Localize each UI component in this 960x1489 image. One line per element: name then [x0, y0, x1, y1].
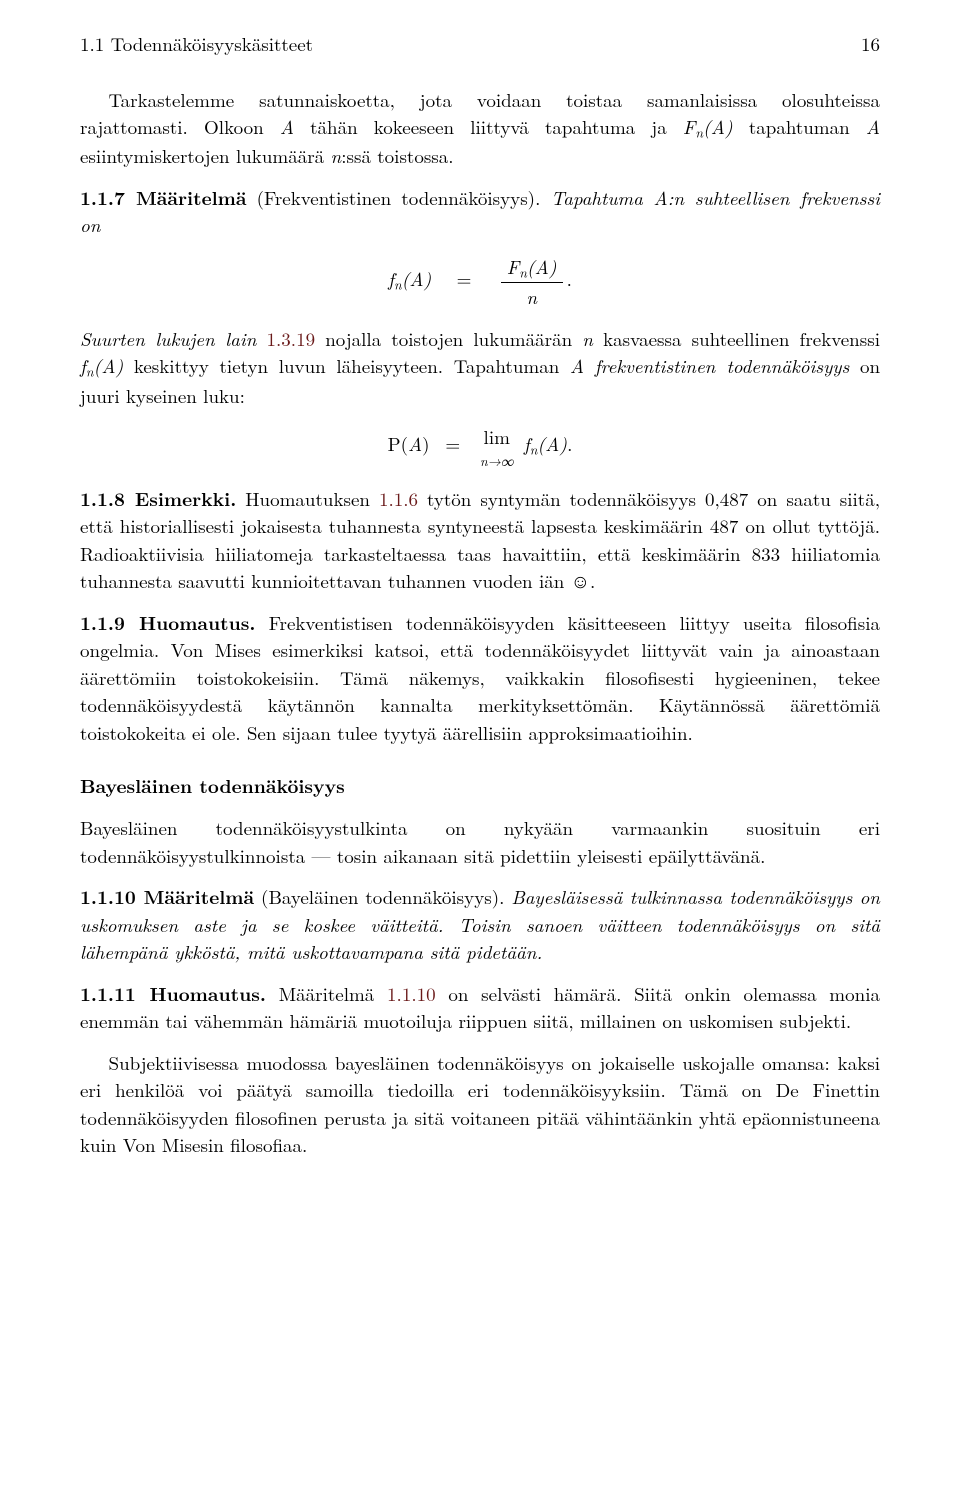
text: kasvaessa suhteellinen frekvenssi: [593, 325, 880, 352]
text: todennäköisyys on: [722, 883, 880, 910]
ref-link[interactable]: 1.3.19: [256, 325, 315, 352]
running-header: 1.1 Todennäköisyyskäsitteet 16: [80, 30, 880, 58]
math-Fn: Fn(A): [683, 113, 733, 140]
definition-1110: 1.1.10 Määritelmä (Bayeläinen todennäköi…: [80, 883, 880, 966]
definition-label: 1.1.10 Määritelmä: [80, 882, 254, 910]
remark-label: 1.1.9 Huomautus.: [80, 608, 256, 636]
text: Tapahtuma A:n: [540, 184, 694, 211]
header-page-number: 16: [861, 30, 880, 58]
text: Huomautuksen: [236, 485, 379, 512]
text: nojalla toistojen lukumäärän: [315, 325, 582, 352]
equation-probability-limit: P(A) = limn→∞ fn(A).: [80, 423, 880, 470]
math-A: A: [866, 113, 880, 140]
remark-label: 1.1.11 Huomautus.: [80, 979, 266, 1007]
text: .: [590, 567, 595, 594]
remark-119: 1.1.9 Huomautus. Frekventistisen todennä…: [80, 609, 880, 747]
ref-link[interactable]: 1.1.6: [379, 485, 418, 512]
text: tapahtuman: [733, 113, 866, 140]
subjective-paragraph: Subjektiivisessa muodossa bayesläinen to…: [80, 1049, 880, 1159]
term: Suurten lukujen lain: [80, 325, 256, 352]
text: tähän kokeeseen liittyvä tapahtuma ja: [294, 113, 683, 140]
text: Määritelmä: [266, 980, 387, 1007]
math-fnA: fn(A): [80, 352, 123, 379]
math-n: n: [331, 142, 342, 169]
remark-1111: 1.1.11 Huomautus. Määritelmä 1.1.10 on s…: [80, 980, 880, 1035]
equation-relative-frequency: fn(A) = Fn(A) n .: [80, 253, 880, 311]
text: esiintymiskertojen lukumäärä: [80, 142, 331, 169]
smiley-icon: ☺: [571, 567, 590, 594]
bayes-section-title: Bayesläinen todennäköisyys: [80, 772, 880, 800]
term: frekventistinen todennäköisyys: [595, 352, 850, 379]
definition-117: 1.1.7 Määritelmä (Frekventistinen todenn…: [80, 184, 880, 239]
ref-link[interactable]: 1.1.10: [387, 980, 436, 1007]
definition-label: 1.1.7 Määritelmä: [80, 183, 246, 211]
term: uskomuksen aste: [80, 911, 226, 938]
header-section: 1.1 Todennäköisyyskäsitteet: [80, 30, 313, 58]
text: on: [80, 211, 100, 238]
text: keskittyy tietyn luvun läheisyyteen. Tap…: [123, 352, 570, 379]
bayes-intro-paragraph: Bayesläinen todennäköisyystulkinta on ny…: [80, 814, 880, 869]
text: :ssä toistossa.: [341, 142, 453, 169]
law-large-numbers-paragraph: Suurten lukujen lain 1.3.19 nojalla tois…: [80, 325, 880, 409]
definition-paren: (Frekventistinen todennäköisyys).: [246, 184, 540, 211]
intro-paragraph: Tarkastelemme satunnaiskoetta, jota void…: [80, 86, 880, 170]
term: Bayesläisessä tulkinnassa: [511, 883, 722, 910]
math-n: n: [582, 325, 593, 352]
page: 1.1 Todennäköisyyskäsitteet 16 Tarkastel…: [0, 0, 960, 1213]
term: suhteellisen frekvenssi: [695, 184, 880, 211]
math-A: A: [280, 113, 294, 140]
example-118: 1.1.8 Esimerkki. Huomautuksen 1.1.6 tytö…: [80, 485, 880, 595]
example-label: 1.1.8 Esimerkki.: [80, 484, 236, 512]
definition-paren: (Bayeläinen todennäköisyys).: [254, 883, 504, 910]
math-A: A: [570, 352, 584, 379]
